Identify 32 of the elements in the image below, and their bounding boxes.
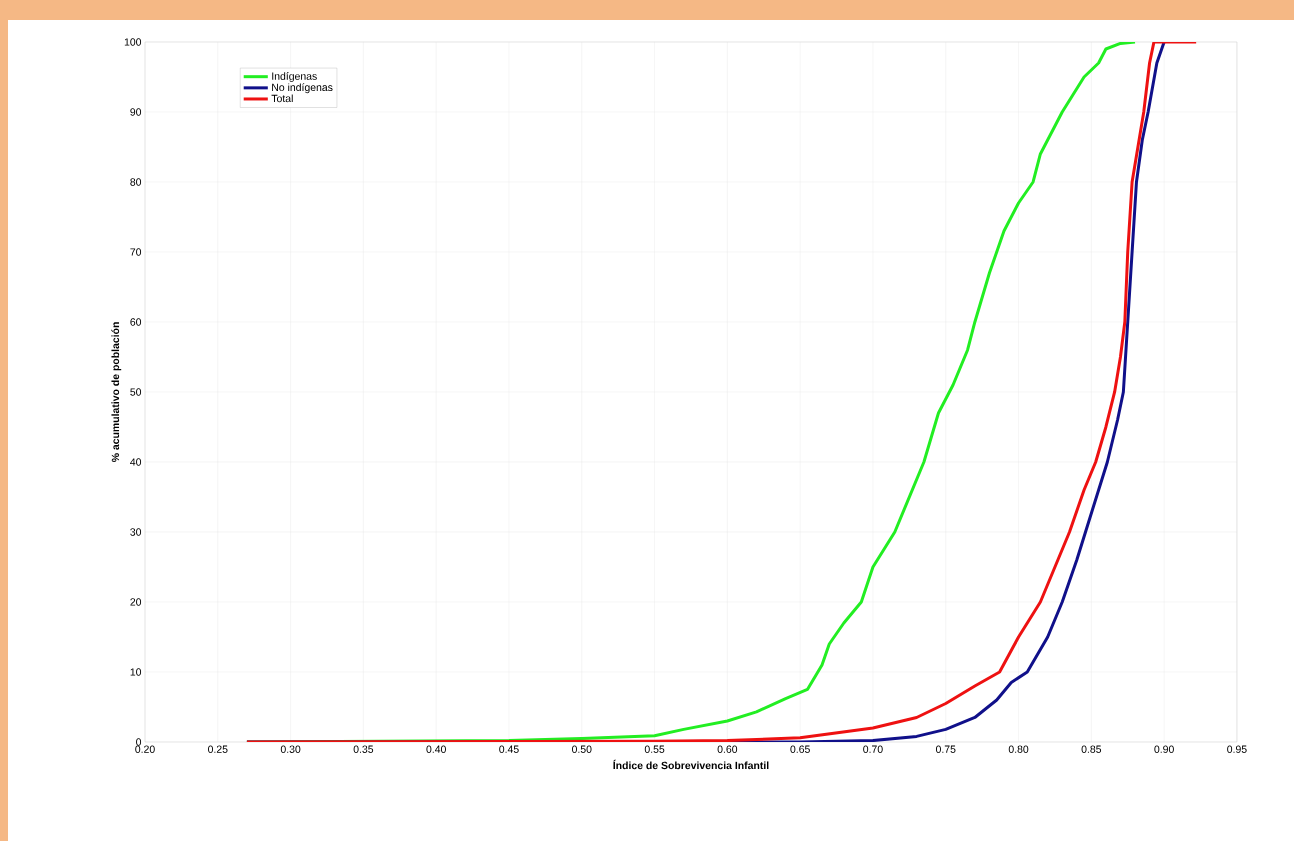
y-tick-label: 10 [130, 668, 142, 676]
y-tick-label: 40 [130, 458, 142, 466]
x-tick-label: 0.60 [717, 745, 738, 753]
y-axis-title: % acumulativo de población [111, 322, 122, 463]
x-tick-label: 0.30 [280, 745, 301, 753]
x-tick-label: 0.20 [135, 745, 155, 753]
x-tick-label: 0.25 [208, 745, 228, 753]
x-tick-label: 0.70 [863, 745, 883, 753]
y-tick-label: 70 [130, 248, 142, 256]
x-tick-label: 0.90 [1154, 745, 1174, 753]
y-tick-label: 60 [130, 318, 142, 326]
y-tick-label: 20 [130, 598, 142, 606]
x-tick-label: 0.75 [935, 745, 956, 753]
y-tick-label: 0 [136, 738, 142, 746]
y-tick-label: 90 [130, 108, 142, 116]
y-tick-label: 80 [130, 178, 142, 186]
x-tick-label: 0.55 [644, 745, 665, 753]
legend-label: Total [271, 94, 293, 103]
y-tick-label: 30 [130, 528, 142, 536]
legend-label: Indígenas [272, 72, 317, 82]
x-tick-label: 0.50 [572, 745, 592, 753]
y-tick-label: 50 [130, 388, 142, 396]
x-axis-title: Índice de Sobrevivencia Infantil [613, 759, 769, 770]
x-tick-label: 0.80 [1008, 745, 1029, 753]
y-tick-label: 100 [124, 38, 142, 46]
x-tick-label: 0.45 [499, 745, 519, 753]
x-tick-label: 0.35 [353, 745, 374, 753]
legend-label: No indígenas [272, 83, 333, 94]
x-tick-label: 0.85 [1081, 745, 1102, 753]
x-tick-label: 0.65 [790, 745, 810, 753]
x-tick-label: 0.40 [426, 745, 446, 753]
x-tick-label: 0.95 [1227, 745, 1247, 753]
